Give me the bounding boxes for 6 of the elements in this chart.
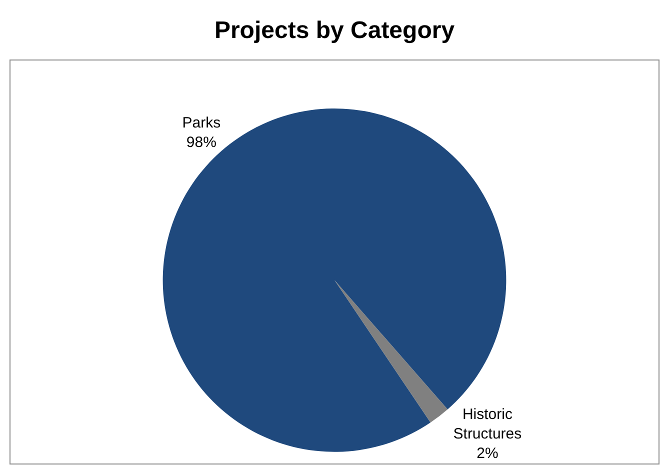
slice-label: Historic Structures: [453, 406, 522, 442]
data-label: 98%: [186, 134, 216, 151]
chart-title: Projects by Category: [214, 17, 456, 44]
pie-slice: [334, 280, 448, 423]
data-label: 2%: [476, 444, 498, 462]
slice-label: Parks: [182, 114, 221, 132]
